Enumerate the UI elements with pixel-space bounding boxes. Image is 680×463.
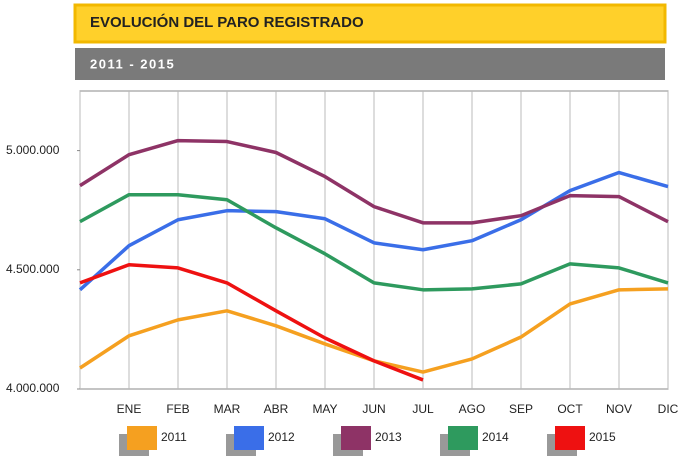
x-tick-label: OCT [557, 402, 583, 416]
series-line [79, 263, 424, 382]
series-line [78, 170, 669, 292]
legend-label: 2015 [589, 430, 616, 444]
title-bar [73, 3, 667, 44]
legend-swatch [234, 426, 264, 450]
y-tick-label: 4.500.000 [6, 262, 60, 276]
y-tick-label: 4.000.000 [6, 381, 60, 395]
legend-label: 2011 [161, 430, 187, 444]
x-tick-label: ABR [264, 402, 289, 416]
chart-title: EVOLUCIÓN DEL PARO REGISTRADO [90, 13, 364, 31]
legend-label: 2013 [375, 430, 402, 444]
x-tick-label: MAY [312, 402, 337, 416]
subtitle-bar [75, 48, 665, 80]
legend-swatch [127, 426, 157, 450]
x-tick-label: NOV [606, 402, 632, 416]
legend-swatch [448, 426, 478, 450]
series-line [79, 138, 669, 225]
x-tick-label: MAR [214, 402, 241, 416]
y-tick-label: 5.000.000 [6, 143, 60, 157]
x-tick-label: JUL [412, 402, 434, 416]
legend-swatch [555, 426, 585, 450]
chart-subtitle: 2011 - 2015 [90, 56, 175, 71]
x-tick-label: JUN [362, 402, 385, 416]
x-tick-label: DIC [658, 402, 679, 416]
x-tick-label: AGO [459, 402, 486, 416]
x-tick-label: FEB [166, 402, 189, 416]
x-tick-label: ENE [117, 402, 142, 416]
legend-swatch [341, 426, 371, 450]
legend-label: 2012 [268, 430, 295, 444]
x-tick-label: SEP [509, 402, 533, 416]
legend-label: 2014 [482, 430, 509, 444]
series-line [79, 192, 669, 292]
